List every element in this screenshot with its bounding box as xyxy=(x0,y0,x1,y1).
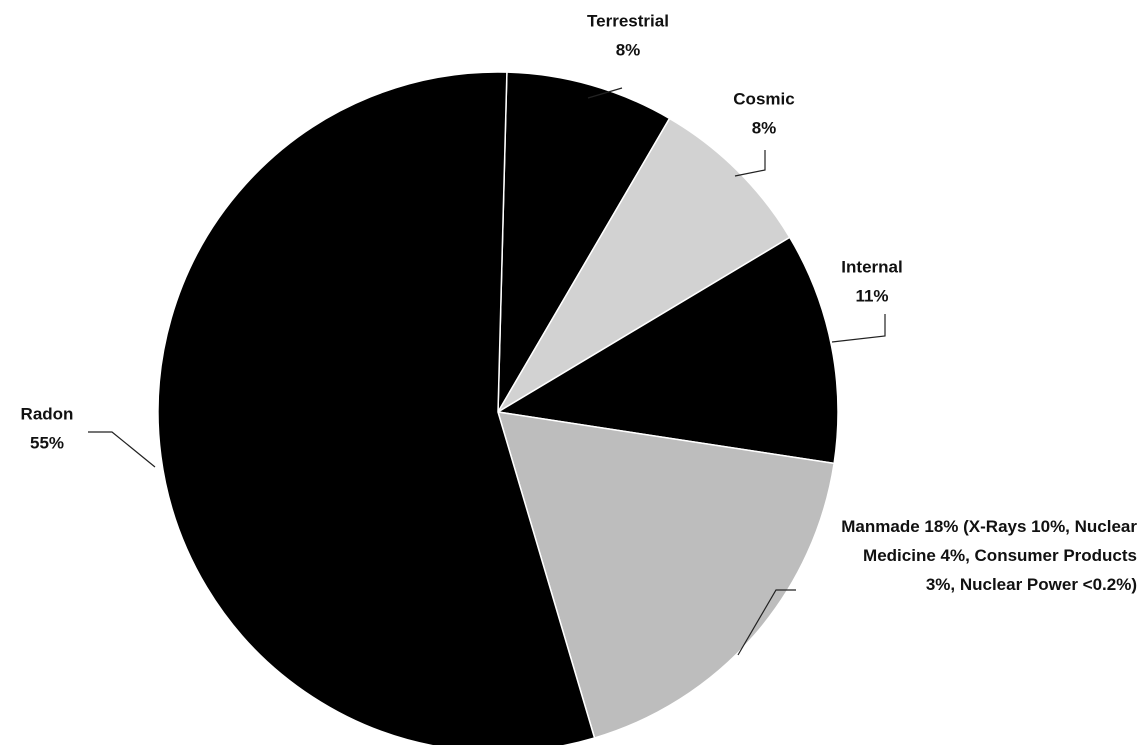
pie-slice xyxy=(496,411,835,739)
leader-line xyxy=(831,314,886,343)
leader-line xyxy=(88,431,156,468)
slice-label: Radon xyxy=(21,404,74,423)
pie-slice xyxy=(497,117,791,413)
slice-label: Manmade 18% (X-Rays 10%, Nuclear Medicin… xyxy=(841,517,1137,594)
label-box: Manmade 18% (X-Rays 10%, Nuclear Medicin… xyxy=(841,517,1137,594)
value-label: 55% xyxy=(30,433,64,452)
value-label: 11% xyxy=(855,286,888,305)
slice-label: Terrestrial xyxy=(587,11,669,30)
pie-slice xyxy=(497,71,671,413)
value-label: 8% xyxy=(616,40,641,59)
slice-label: Cosmic xyxy=(733,89,794,108)
pie-slice xyxy=(157,71,596,745)
leader-line xyxy=(737,589,796,656)
pie-slice xyxy=(495,236,839,465)
slice-label: Internal xyxy=(841,257,902,276)
leader-line xyxy=(734,150,766,177)
value-label: 8% xyxy=(752,118,777,137)
leader-line xyxy=(587,87,623,99)
